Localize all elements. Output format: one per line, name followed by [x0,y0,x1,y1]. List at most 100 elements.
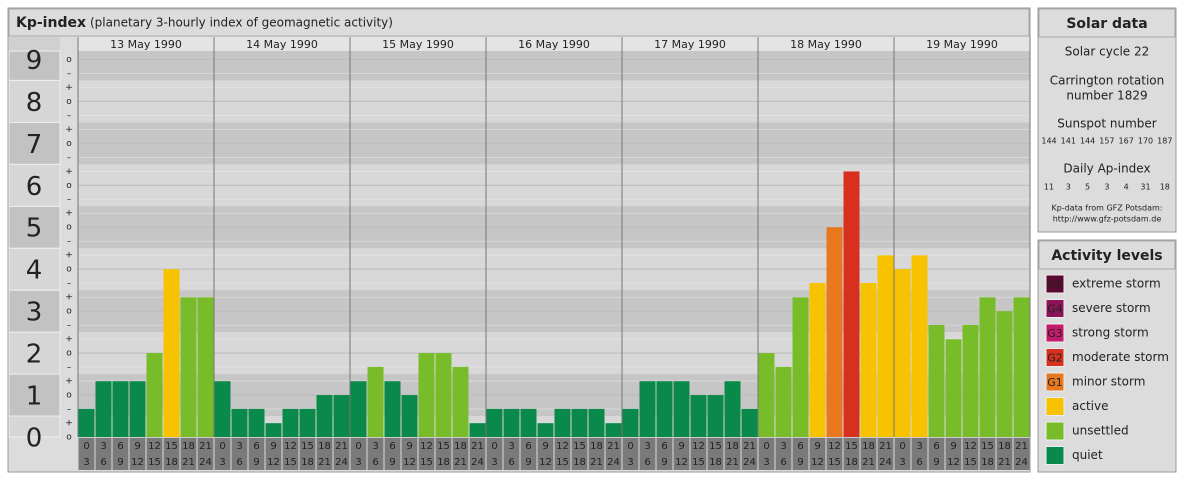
ytick-band [8,247,61,291]
hour-start: 3 [780,441,786,452]
hour-box [775,438,792,470]
bar [894,269,911,437]
ap-value: 31 [1140,183,1150,192]
hour-start: 0 [355,441,361,452]
bar [707,395,724,437]
hour-start: 12 [964,441,977,452]
hour-start: 9 [814,441,820,452]
hour-box [571,438,588,470]
hour-start: 3 [916,441,922,452]
day-label: 16 May 1990 [518,38,590,51]
hour-box [180,438,197,470]
hour-end: 24 [199,457,212,468]
hour-start: 6 [253,441,259,452]
bar [622,408,639,437]
bar [265,423,282,437]
hour-end: 21 [182,457,195,468]
hour-end: 15 [284,457,297,468]
hour-start: 0 [763,441,769,452]
hour-end: 6 [508,457,514,468]
bar [724,381,741,437]
hour-start: 21 [199,441,212,452]
hour-start: 18 [998,441,1011,452]
day-label: 13 May 1990 [110,38,182,51]
day-header [214,37,350,51]
hour-start: 18 [726,441,739,452]
bar [656,381,673,437]
hour-end: 15 [420,457,433,468]
bar [928,324,945,437]
hour-box [452,438,469,470]
hour-start: 15 [709,441,722,452]
bar [180,297,197,437]
hour-start: 21 [607,441,620,452]
bar [860,283,877,437]
sunspot-number: 157 [1099,137,1114,146]
hour-box [690,438,707,470]
hour-box [945,438,962,470]
hour-box [605,438,622,470]
hour-end: 18 [165,457,178,468]
hour-end: 3 [627,457,633,468]
hour-box [894,438,911,470]
hour-end: 6 [372,457,378,468]
minor-tick-label: o [66,307,72,317]
minor-tick-label: + [65,209,73,219]
level-swatch [1045,421,1065,441]
hour-box [911,438,928,470]
hour-start: 21 [879,441,892,452]
hour-start: 21 [471,441,484,452]
bar [231,408,248,437]
day-header [78,37,214,51]
hour-box [435,438,452,470]
minor-tick-label: o [66,223,72,233]
hour-end: 12 [267,457,280,468]
hour-start: 9 [134,441,140,452]
ap-value: 3 [1104,183,1109,192]
bar [775,366,792,437]
bar [962,324,979,437]
hour-start: 0 [219,441,225,452]
level-badge: G5 [1047,278,1063,291]
bar [197,297,214,437]
hour-end: 6 [916,457,922,468]
hour-start: 18 [590,441,603,452]
hour-start: 12 [420,441,433,452]
minor-tick-label: – [67,321,72,331]
hour-start: 18 [862,441,875,452]
minor-tick-label: o [66,181,72,191]
bar [95,381,112,437]
bar [673,381,690,437]
source-url: http://www.gfz-potsdam.de [1053,215,1162,224]
hour-end: 9 [797,457,803,468]
hour-end: 18 [845,457,858,468]
band [78,51,1030,81]
hour-end: 9 [661,457,667,468]
bar [911,255,928,437]
hour-start: 9 [678,441,684,452]
ap-value: 4 [1124,183,1129,192]
level-label: quiet [1072,448,1103,462]
source: Kp-data from GFZ Potsdam: [1052,204,1163,213]
bar [690,395,707,437]
day-label: 15 May 1990 [382,38,454,51]
sunspot-number: 144 [1080,137,1095,146]
hour-start: 15 [981,441,994,452]
bar [554,408,571,437]
y-tick-label: 6 [26,172,43,202]
minor-tick-label: – [67,69,72,79]
y-tick-label: 4 [26,256,43,286]
level-label: unsettled [1072,424,1129,438]
y-tick-label: 1 [26,382,43,412]
minor-tick-label: + [65,293,73,303]
hour-start: 3 [508,441,514,452]
bar [418,353,435,437]
bar [469,423,486,437]
minor-tick-label: – [67,363,72,373]
y-tick-label: 0 [26,424,43,454]
hour-box [78,438,95,470]
level-badge: G2 [1047,352,1063,365]
hour-start: 3 [100,441,106,452]
level-label: severe storm [1072,301,1151,315]
hour-end: 24 [335,457,348,468]
